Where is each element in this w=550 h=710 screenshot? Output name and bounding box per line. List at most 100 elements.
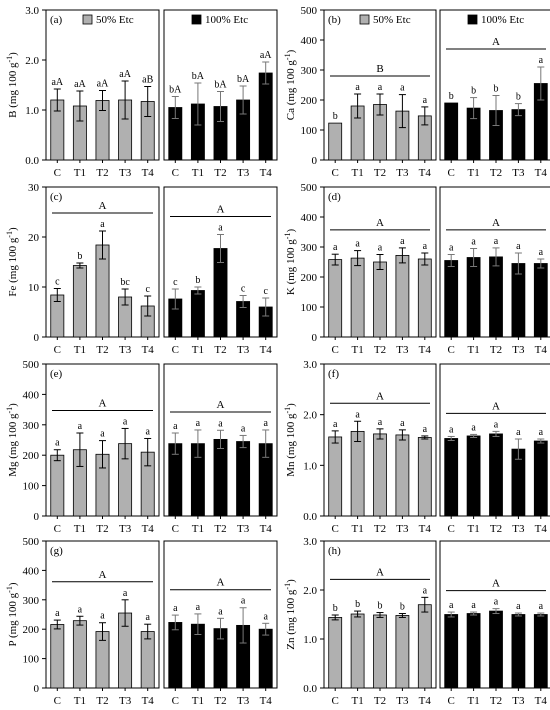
y-axis-label-main: P (mg 100 g [7, 592, 19, 646]
x-tick-label: T3 [119, 695, 132, 707]
x-tick-label: T1 [351, 344, 363, 356]
bar-high [533, 440, 548, 517]
significance-letter: a [123, 588, 128, 599]
significance-letter: c [55, 277, 60, 288]
significance-letter: a [218, 606, 223, 617]
y-axis-label-superscript: -1 [283, 407, 292, 414]
significance-letter: a [355, 82, 360, 93]
y-axis-label-main: Zn (mg 100 g [285, 589, 297, 650]
x-tick-label: C [448, 344, 455, 356]
bar-low [417, 437, 432, 517]
bar-high [236, 441, 251, 517]
x-tick-label: T4 [535, 523, 548, 535]
significance-letter: a [400, 83, 405, 94]
y-axis-label: Mg (mg 100 g-1) [5, 403, 19, 477]
y-tick-label: 200 [23, 450, 40, 462]
chart-panel-a: 0.0 1.0 2.0 3.0 B (mg 100 g-1) aA CaA T1 aA T2 aA T… [5, 5, 278, 179]
x-tick-label: T1 [467, 344, 479, 356]
y-axis-label: P (mg 100 g-1) [5, 582, 19, 646]
y-tick-label: 500 [23, 359, 40, 371]
x-tick-label: T1 [351, 695, 363, 707]
y-tick-label: 1.0 [25, 105, 39, 117]
y-tick-label: 0.0 [303, 511, 317, 523]
y-axis-label-superscript: -1 [283, 53, 292, 60]
y-tick-label: 10 [28, 282, 40, 294]
x-tick-label: T1 [467, 167, 479, 179]
x-tick-label: C [54, 695, 61, 707]
significance-letter: b [400, 602, 405, 613]
x-tick-label: C [448, 695, 455, 707]
significance-letter: aA [260, 50, 272, 61]
x-tick-label: T4 [419, 695, 432, 707]
y-tick-label: 0 [34, 683, 40, 695]
significance-letter: a [539, 427, 544, 438]
significance-letter: b [195, 275, 200, 286]
significance-letter: c [145, 284, 150, 295]
y-tick-label: 0 [312, 332, 318, 344]
x-tick-label: T1 [74, 695, 86, 707]
y-axis-label-close: ) [285, 229, 297, 233]
significance-letter: a [378, 243, 383, 254]
panel-label: (f) [328, 368, 339, 380]
y-axis-label-close: ) [285, 49, 297, 53]
significance-letter: a [423, 95, 428, 106]
legend-label-high: 100% Etc [205, 14, 248, 26]
y-axis-label-superscript: -1 [5, 231, 14, 238]
bar-low [350, 613, 365, 689]
x-tick-label: T3 [396, 344, 409, 356]
bar-low [140, 631, 155, 689]
significance-letter: a [173, 421, 178, 432]
x-tick-label: T2 [214, 344, 226, 356]
group-letter: A [217, 399, 225, 411]
legend-swatch-high [191, 14, 202, 25]
y-axis-label-main: Mg (mg 100 g [7, 413, 19, 477]
y-tick-label: 30 [28, 182, 40, 194]
chart-panel-b: 0 100 200 300 400 500 Ca (mg 100 g-1) b Ca T1 a T2 a… [283, 5, 550, 179]
y-axis-label: K (mg 100 g-1) [283, 229, 297, 296]
significance-letter: b [471, 86, 476, 97]
x-tick-label: T3 [119, 344, 132, 356]
bar-low [328, 617, 343, 689]
x-tick-label: T2 [96, 695, 108, 707]
y-tick-label: 0 [312, 155, 318, 167]
significance-letter: a [423, 585, 428, 596]
panel-label: (b) [328, 14, 341, 26]
x-tick-label: T3 [396, 523, 409, 535]
significance-letter: a [100, 219, 105, 230]
significance-letter: b [449, 91, 454, 102]
bar-high [258, 628, 273, 689]
significance-letter: a [400, 236, 405, 247]
significance-letter: b [378, 601, 383, 612]
significance-letter: bA [237, 74, 250, 85]
group-letter: A [99, 397, 107, 409]
significance-letter: a [423, 241, 428, 252]
significance-letter: bA [192, 71, 205, 82]
x-tick-label: C [172, 523, 179, 535]
significance-letter: a [494, 236, 499, 247]
x-tick-label: T4 [535, 695, 548, 707]
significance-letter: a [196, 418, 201, 429]
x-tick-label: T3 [512, 344, 525, 356]
significance-letter: b [333, 603, 338, 614]
y-tick-label: 0 [34, 332, 40, 344]
panel-label: (e) [50, 368, 63, 380]
group-letter: A [217, 204, 225, 216]
y-tick-label: 400 [301, 35, 318, 47]
y-tick-label: 200 [23, 624, 40, 636]
significance-letter: b [494, 84, 499, 95]
y-tick-label: 2.0 [303, 585, 317, 597]
panel-label: (h) [328, 545, 341, 557]
significance-letter: a [100, 429, 105, 440]
significance-letter: a [449, 600, 454, 611]
y-axis-label-superscript: -1 [5, 56, 14, 63]
significance-letter: a [355, 409, 360, 420]
y-axis-label-superscript: -1 [283, 233, 292, 240]
y-tick-label: 500 [301, 182, 318, 194]
y-axis-label-close: ) [7, 52, 19, 56]
bar-high [489, 610, 503, 689]
y-tick-label: 300 [301, 65, 318, 77]
significance-letter: a [100, 611, 105, 622]
significance-letter: a [423, 424, 428, 435]
x-tick-label: C [448, 523, 455, 535]
bar-high [444, 614, 459, 689]
